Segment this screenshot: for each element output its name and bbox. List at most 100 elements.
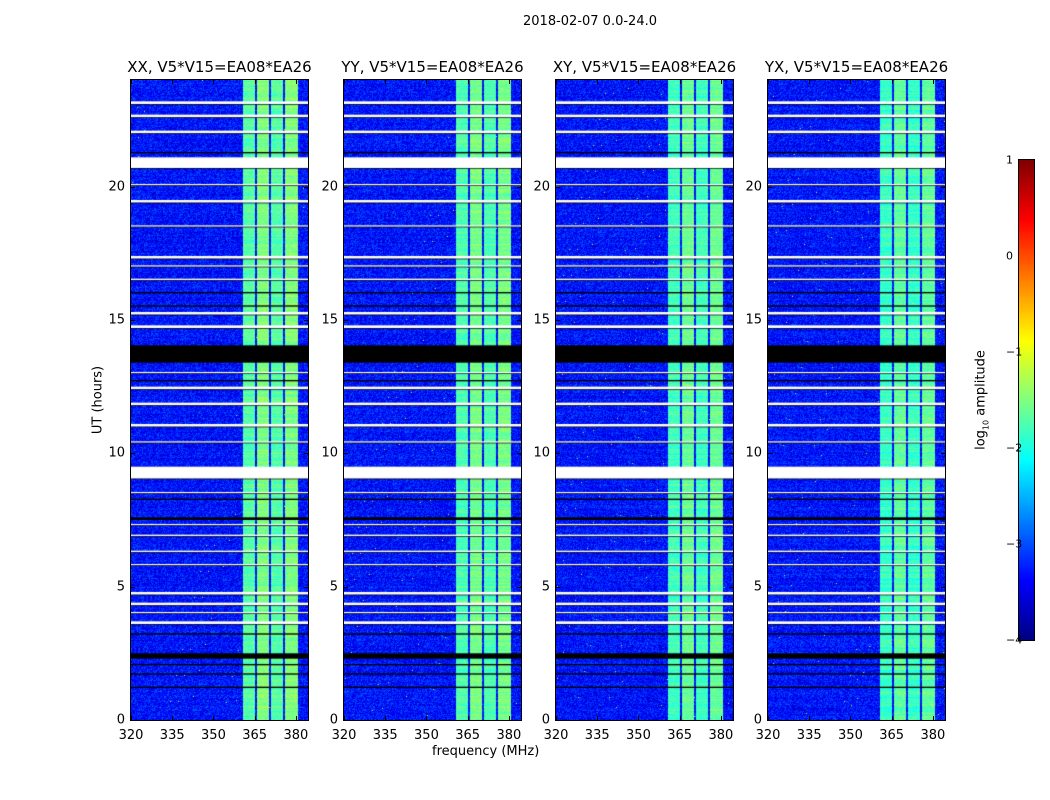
y-tick-mark [517,320,521,321]
x-tick-label: 320 [543,728,569,743]
y-tick-mark [729,320,733,321]
x-tick-mark [344,80,345,84]
colorbar-tick-label: −1 [1006,345,1023,359]
x-tick-mark [385,716,387,720]
colorbar-tick-label: 0 [1006,249,1013,263]
x-tick-mark [679,716,681,720]
x-tick-label: 380 [708,728,734,743]
x-tick-mark [720,716,722,720]
y-tick-label: 10 [533,445,550,461]
colorbar-label: log10 amplitude [973,350,991,450]
y-tick-mark [941,453,945,455]
x-tick-mark [597,80,599,84]
x-tick-label: 365 [455,728,481,743]
y-tick-mark [131,320,135,321]
y-tick-label: 0 [116,712,125,728]
x-tick-label: 365 [242,728,268,743]
y-tick-label: 15 [321,312,338,328]
waterfall-heatmap [131,80,308,720]
x-tick-label: 335 [584,728,610,743]
y-tick-mark [768,186,772,188]
x-tick-mark [809,716,811,720]
y-tick-mark [131,720,135,721]
y-tick-mark [556,320,560,321]
x-tick-mark [213,716,215,720]
x-tick-mark [254,716,256,720]
y-tick-mark [556,453,560,455]
y-tick-mark [304,720,308,721]
y-tick-mark [131,453,135,455]
y-tick-label: 5 [116,579,125,595]
y-tick-mark [768,320,772,321]
y-tick-label: 0 [753,712,762,728]
y-tick-mark [304,320,308,321]
x-tick-mark [344,716,345,720]
y-tick-mark [556,720,560,721]
y-tick-label: 0 [541,712,550,728]
colorbar [1018,159,1035,641]
x-tick-label: 350 [838,728,863,743]
x-tick-mark [720,80,722,84]
x-tick-label: 365 [879,728,905,743]
x-tick-mark [385,80,387,84]
x-tick-label: 320 [755,728,781,743]
waterfall-heatmap [344,80,521,720]
y-tick-label: 10 [745,445,762,461]
y-tick-mark [304,453,308,455]
y-tick-mark [768,720,772,721]
x-tick-label: 335 [796,728,822,743]
x-tick-mark [932,716,934,720]
y-tick-label: 10 [321,445,338,461]
x-tick-mark [891,80,893,84]
x-tick-mark [467,716,469,720]
x-tick-mark [295,80,297,84]
panel-1: YY, V5*V15=EA08*EA26 320 335 350 365 380 0 5 10 1… [321,58,523,743]
x-tick-mark [891,716,893,720]
x-tick-label: 380 [496,728,522,743]
y-tick-label: 20 [533,179,550,195]
y-tick-label: 0 [329,712,338,728]
y-tick-label: 5 [541,579,550,595]
x-tick-mark [508,80,510,84]
panel-title: YY, V5*V15=EA08*EA26 [341,58,524,76]
y-tick-mark [344,586,348,588]
y-tick-label: 20 [745,179,762,195]
y-tick-label: 5 [329,579,338,595]
x-tick-mark [679,80,681,84]
x-axis-label: frequency (MHz) [432,744,540,759]
y-tick-label: 15 [533,312,550,328]
y-tick-mark [768,453,772,455]
waterfall-heatmap [556,80,733,720]
x-tick-mark [426,80,428,84]
y-tick-label: 20 [108,179,125,195]
colorbar-tick-label: 1 [1006,153,1013,167]
figure-title: 2018-02-07 0.0-24.0 [523,14,657,29]
x-tick-label: 350 [626,728,651,743]
x-tick-label: 335 [159,728,185,743]
x-tick-mark [467,80,469,84]
x-tick-mark [131,80,132,84]
y-tick-mark [556,186,560,188]
x-tick-mark [172,80,174,84]
y-tick-mark [768,586,772,588]
x-tick-label: 320 [118,728,144,743]
y-tick-mark [344,186,348,188]
x-tick-label: 350 [414,728,439,743]
x-tick-mark [768,80,769,84]
x-tick-mark [213,80,215,84]
colorbar-tick-label: −3 [1006,537,1023,551]
y-tick-mark [304,586,308,588]
panel-title: YX, V5*V15=EA08*EA26 [764,58,949,76]
x-tick-mark [426,716,428,720]
y-axis-label: UT (hours) [90,365,106,435]
x-tick-mark [556,716,557,720]
y-tick-mark [941,186,945,188]
y-tick-mark [517,720,521,721]
y-tick-mark [729,586,733,588]
x-tick-mark [254,80,256,84]
x-tick-mark [172,716,174,720]
x-tick-label: 380 [920,728,946,743]
x-tick-mark [508,716,510,720]
x-tick-mark [850,80,852,84]
